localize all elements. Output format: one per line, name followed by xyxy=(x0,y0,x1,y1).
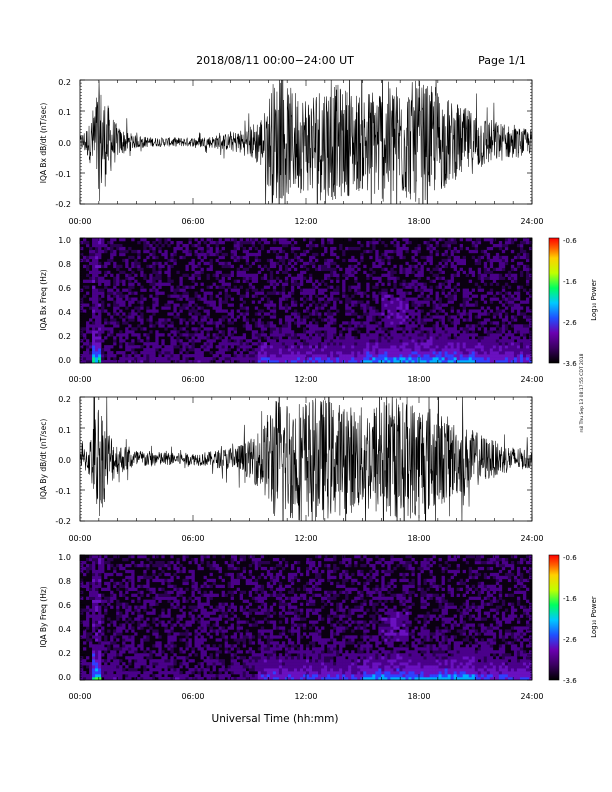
panel-by-dbdt-ytick: 0.2 xyxy=(58,395,71,404)
panel-by-spectrogram-ytick: 0.6 xyxy=(58,601,71,610)
panel-bx-spectrogram-ytick: 0.8 xyxy=(58,260,71,269)
x-tick-label: 24:00 xyxy=(520,692,543,701)
panel-by-dbdt-ytick: -0.2 xyxy=(55,517,71,526)
panel-by-spectrogram-ytick: 0.8 xyxy=(58,577,71,586)
panel-bx-dbdt-ytick: 0.0 xyxy=(58,139,71,148)
colorbar-label: Log₁₀ Power xyxy=(590,596,598,638)
colorbar-tick: -0.6 xyxy=(563,554,577,562)
panel-bx-spectrogram-ytick: 0.2 xyxy=(58,332,71,341)
x-tick-label: 00:00 xyxy=(68,375,91,384)
x-tick-label: 00:00 xyxy=(68,692,91,701)
panel-by-spectrogram-ylabel: IQA By Freq (Hz) xyxy=(39,586,48,648)
panel-bx-spectrogram-ytick: 0.6 xyxy=(58,284,71,293)
bx-spectrogram-cells xyxy=(80,238,532,363)
by-spectrogram-cells xyxy=(80,555,532,680)
x-tick-label: 12:00 xyxy=(294,534,317,543)
panel-by-dbdt-ytick: -0.1 xyxy=(55,487,71,496)
panel-by-spectrogram: IQA By Freq (Hz) 1.0 0.8 0.6 0.4 0.2 0.0… xyxy=(39,553,598,701)
panel-bx-dbdt-ylabel: IQA Bx dB/dt (nT/sec) xyxy=(39,103,48,184)
colorbar-tick: -1.6 xyxy=(563,595,577,603)
x-tick-label: 06:00 xyxy=(181,375,204,384)
panel-bx-spectrogram-ytick: 0.4 xyxy=(58,308,71,317)
panel-bx-dbdt-ytick: -0.2 xyxy=(55,200,71,209)
colorbar-tick: -2.6 xyxy=(563,319,577,327)
x-tick-label: 18:00 xyxy=(407,534,430,543)
panel-bx-dbdt: IQA Bx dB/dt (nT/sec) 0.2 0.1 0.0 -0.1 -… xyxy=(39,78,544,226)
x-tick-label: 12:00 xyxy=(294,375,317,384)
by-dbdt-trace xyxy=(80,397,532,521)
colorbar-tick: -3.6 xyxy=(563,360,577,368)
x-tick-label: 06:00 xyxy=(181,692,204,701)
panel-bx-spectrogram: IQA Bx Freq (Hz) 1.0 0.8 0.6 0.4 0.2 0.0… xyxy=(39,236,598,384)
panel-bx-dbdt-ytick: 0.2 xyxy=(58,78,71,87)
x-tick-label: 24:00 xyxy=(520,534,543,543)
panel-by-spectrogram-ytick: 1.0 xyxy=(58,553,71,562)
panel-bx-spectrogram-ylabel: IQA Bx Freq (Hz) xyxy=(39,269,48,331)
panel-by-dbdt-ylabel: IQA By dB/dt (nT/sec) xyxy=(39,419,48,500)
x-tick-label: 00:00 xyxy=(68,217,91,226)
x-tick-label: 24:00 xyxy=(520,217,543,226)
panel-bx-dbdt-ytick: -0.1 xyxy=(55,170,71,179)
x-tick-label: 18:00 xyxy=(407,692,430,701)
colorbar-tick: -0.6 xyxy=(563,237,577,245)
colorbar-label: Log₁₀ Power xyxy=(590,279,598,321)
panel-bx-spectrogram-ytick: 0.0 xyxy=(58,356,71,365)
x-tick-label: 06:00 xyxy=(181,534,204,543)
panel-by-dbdt-ytick: 0.1 xyxy=(58,426,71,435)
x-tick-label: 12:00 xyxy=(294,692,317,701)
panel-by-spectrogram-ytick: 0.0 xyxy=(58,673,71,682)
timestamp-note: rsil Thu Sep 13 08:17:55 CDT 2018 xyxy=(579,353,585,432)
x-axis-title: Universal Time (hh:mm) xyxy=(212,713,339,725)
panel-by-spectrogram-ytick: 0.4 xyxy=(58,625,71,634)
colorbar xyxy=(548,554,560,681)
colorbar-tick: -1.6 xyxy=(563,278,577,286)
panel-bx-dbdt-ytick: 0.1 xyxy=(58,108,71,117)
panel-by-dbdt: IQA By dB/dt (nT/sec) 0.2 0.1 0.0 -0.1 -… xyxy=(39,395,544,543)
x-tick-label: 06:00 xyxy=(181,217,204,226)
x-tick-label: 18:00 xyxy=(407,375,430,384)
panel-by-spectrogram-ytick: 0.2 xyxy=(58,649,71,658)
x-tick-label: 24:00 xyxy=(520,375,543,384)
page-indicator: Page 1/1 xyxy=(478,54,526,67)
colorbar-tick: -2.6 xyxy=(563,636,577,644)
bx-dbdt-trace xyxy=(80,80,532,204)
panel-bx-spectrogram-ytick: 1.0 xyxy=(58,236,71,245)
x-tick-label: 00:00 xyxy=(68,534,91,543)
x-tick-label: 12:00 xyxy=(294,217,317,226)
panel-by-dbdt-ytick: 0.0 xyxy=(58,456,71,465)
colorbar-tick: -3.6 xyxy=(563,677,577,685)
x-tick-label: 18:00 xyxy=(407,217,430,226)
colorbar xyxy=(548,237,560,364)
figure-title: 2018/08/11 00:00−24:00 UT xyxy=(196,54,354,67)
